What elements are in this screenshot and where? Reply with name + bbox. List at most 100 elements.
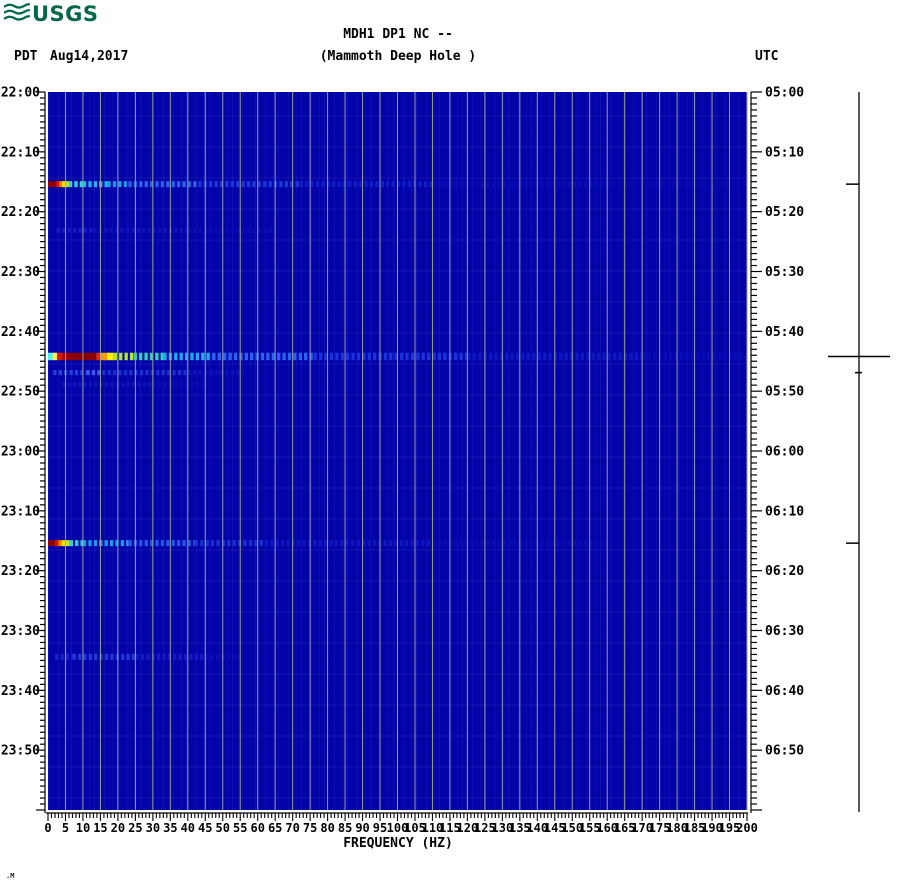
- event-band-dash: [464, 540, 469, 547]
- event-band-dash: [158, 227, 162, 233]
- event-band-dash: [491, 181, 496, 188]
- event-band-dash: [179, 227, 184, 233]
- event-band-dash: [174, 227, 178, 233]
- frequency-tick-label: 15: [93, 821, 107, 835]
- frequency-tick-label: 155: [579, 821, 601, 835]
- event-band-dash: [217, 352, 221, 361]
- event-band-dash: [231, 227, 235, 233]
- event-band-dash: [139, 181, 143, 188]
- event-band-dash: [120, 227, 124, 233]
- event-band-dash: [432, 540, 436, 547]
- event-band-dash: [562, 540, 566, 547]
- event-band-dash: [650, 181, 654, 188]
- event-band-dash: [286, 540, 290, 547]
- event-band-dash: [227, 540, 231, 547]
- event-band-dash: [459, 181, 463, 188]
- event-band-dash: [575, 352, 579, 361]
- event-band-dash: [607, 181, 611, 188]
- frequency-tick-label: 190: [701, 821, 723, 835]
- event-band-dash: [230, 181, 234, 188]
- event-band-dash: [407, 181, 411, 188]
- event-band-dash: [83, 653, 87, 660]
- event-band-dash: [163, 382, 167, 387]
- event-band-dash: [268, 181, 272, 188]
- frequency-tick-label: 45: [198, 821, 212, 835]
- frequency-tick-label: 70: [285, 821, 299, 835]
- event-band-dash: [94, 653, 98, 660]
- event-band-dash: [179, 352, 183, 361]
- event-band-dash: [475, 181, 479, 188]
- event-band-dash: [139, 352, 143, 361]
- event-band-dash: [421, 352, 425, 361]
- event-band-dash: [60, 653, 64, 660]
- frequency-tick-label: 195: [719, 821, 741, 835]
- event-band-dash: [171, 181, 175, 188]
- event-band-dash: [140, 653, 145, 660]
- event-band-dash: [594, 181, 598, 188]
- event-band-dash: [268, 227, 273, 233]
- event-band-dash: [142, 382, 147, 387]
- event-band-dash: [418, 181, 422, 188]
- event-band-dash: [679, 352, 684, 361]
- event-band-dash: [93, 181, 98, 188]
- event-band-dash: [200, 540, 204, 547]
- event-band-dash: [200, 653, 204, 660]
- event-band-dash: [351, 352, 355, 361]
- event-band-dash: [144, 540, 148, 547]
- event-band-dash: [236, 227, 240, 233]
- event-band-dash: [228, 352, 232, 361]
- event-band-dash: [129, 370, 133, 376]
- event-band-dash: [266, 352, 270, 361]
- event-band-dash: [663, 352, 668, 361]
- event-band-dash: [545, 181, 550, 188]
- frequency-tick-label: 90: [355, 821, 369, 835]
- event-band-dash: [214, 370, 219, 376]
- event-band-dash: [367, 352, 371, 361]
- event-band-dash: [223, 352, 227, 361]
- event-band-dash: [543, 352, 547, 361]
- event-band-dash: [107, 370, 111, 376]
- event-band-dash: [243, 540, 247, 547]
- event-band-dash: [478, 352, 482, 361]
- event-band-dash: [258, 227, 262, 233]
- frequency-tick-label: 50: [216, 821, 230, 835]
- event-band-dash: [176, 181, 181, 188]
- event-band-dash: [334, 540, 339, 547]
- event-band-dash: [744, 352, 747, 361]
- event-band-dash: [74, 181, 78, 188]
- event-band-dash: [156, 370, 160, 376]
- frequency-tick-label: 115: [439, 821, 461, 835]
- event-band-dash: [540, 181, 544, 188]
- event-band-dash: [104, 181, 108, 188]
- event-band-dash: [287, 352, 292, 361]
- right-axis-time-label: 06:20: [765, 564, 804, 579]
- event-band-dash: [688, 181, 692, 188]
- event-band-dash: [109, 227, 113, 233]
- event-band-dash: [580, 352, 585, 361]
- event-band-dash: [131, 227, 135, 233]
- event-band-dash: [144, 352, 148, 361]
- frequency-tick-label: 60: [250, 821, 264, 835]
- station-subtitle: (Mammoth Deep Hole ): [319, 49, 477, 64]
- event-band-dash: [190, 352, 194, 361]
- event-band-dash: [123, 370, 128, 376]
- event-band-dash: [155, 352, 159, 361]
- frequency-tick-label: 135: [509, 821, 531, 835]
- event-band-dash: [214, 227, 219, 233]
- event-band-dash: [389, 352, 393, 361]
- left-axis-time-label: 23:50: [1, 744, 40, 759]
- event-band-dash: [361, 540, 366, 547]
- event-band-dash: [372, 540, 376, 547]
- event-band-dash: [115, 227, 119, 233]
- event-band-dash: [88, 382, 93, 387]
- event-band-dash: [163, 227, 167, 233]
- event-band-dash: [263, 181, 267, 188]
- event-band-dash: [526, 352, 531, 361]
- event-band-dash: [502, 540, 506, 547]
- event-band-dash: [443, 181, 447, 188]
- event-band-dash: [356, 540, 360, 547]
- event-band-dash: [260, 352, 265, 361]
- event-band-dash: [82, 540, 87, 547]
- event-band-dash: [529, 181, 533, 188]
- event-band-dash: [342, 181, 347, 188]
